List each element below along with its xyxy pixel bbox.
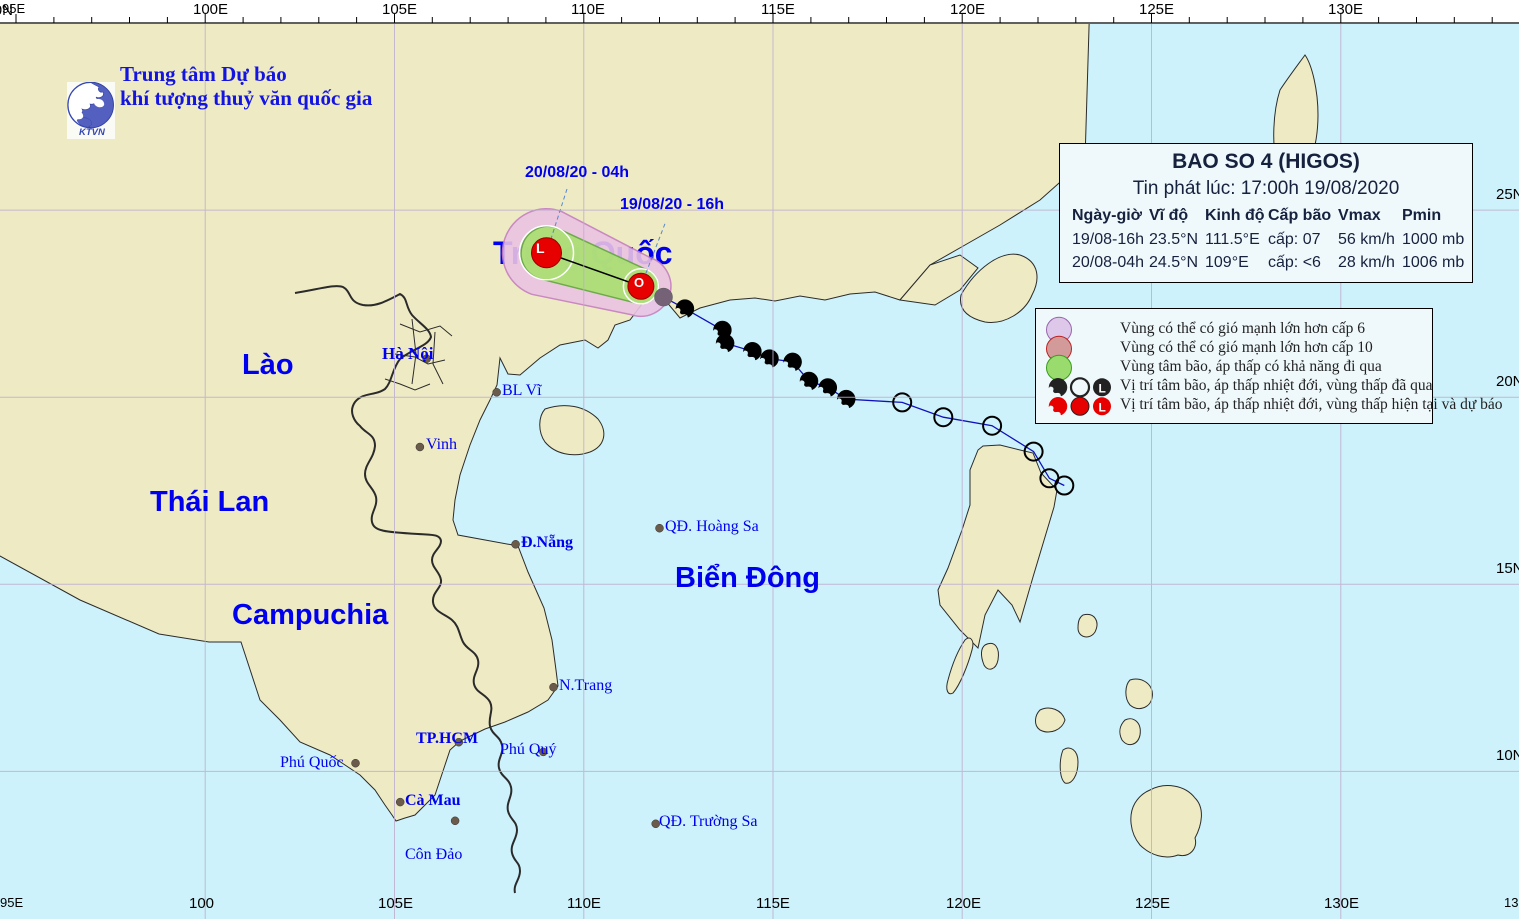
svg-text:KTVN: KTVN (79, 127, 106, 138)
svg-text:L: L (1099, 382, 1106, 396)
svg-text:L: L (1099, 401, 1106, 415)
